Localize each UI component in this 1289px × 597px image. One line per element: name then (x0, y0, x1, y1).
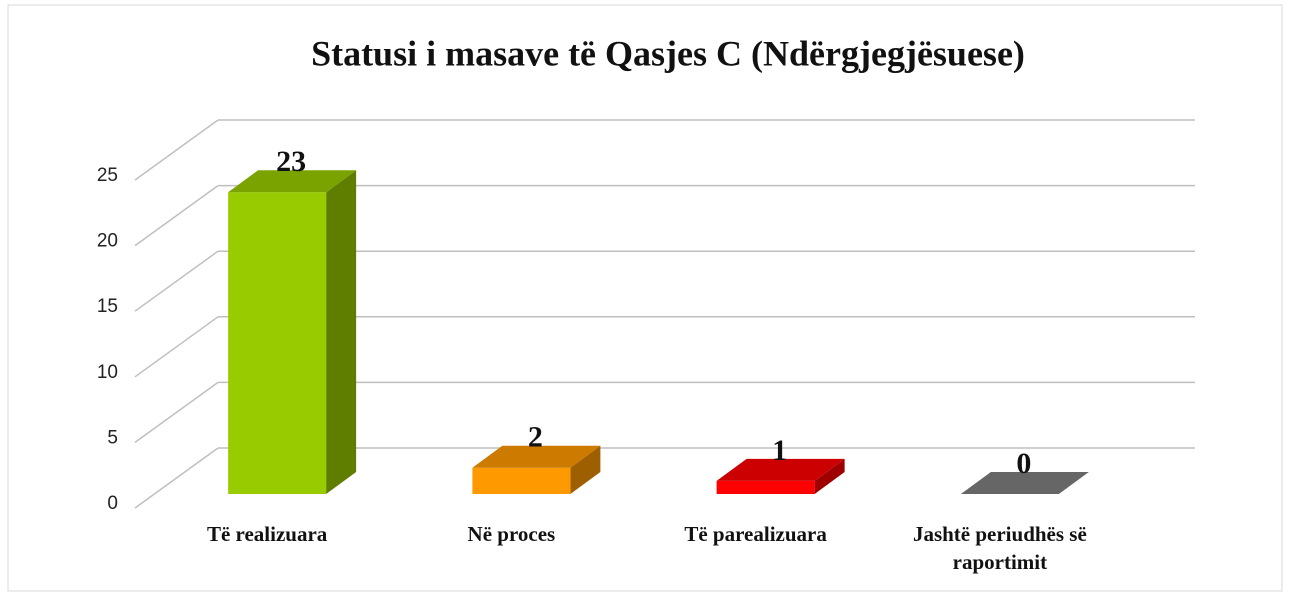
x-tick-label: Në proces (467, 522, 556, 546)
grid-line-side (134, 184, 219, 247)
bar-side (326, 170, 357, 495)
bar (228, 192, 327, 495)
y-tick-label: 20 (97, 231, 118, 252)
data-label: 2 (528, 421, 543, 454)
data-label: 1 (772, 434, 787, 467)
x-tick-label: Të parealizuara (684, 522, 827, 546)
chart-title: Statusi i masave të Qasjes C (Ndërgjegjë… (311, 33, 1025, 73)
chart-border (7, 4, 1283, 592)
bar-top (716, 458, 845, 481)
y-tick-label: 25 (97, 165, 118, 186)
grid-line-side (134, 381, 219, 444)
bar-top (228, 170, 357, 193)
y-tick-label: 10 (97, 362, 118, 383)
bar-side (570, 445, 601, 494)
bar (716, 480, 815, 494)
grid-line-side (134, 119, 219, 181)
x-tick-label: Jashtë periudhës së raportimit (912, 522, 1087, 574)
bar-top (472, 445, 601, 468)
data-label: 0 (1016, 447, 1031, 480)
bar (472, 467, 571, 494)
bar-side (814, 458, 845, 494)
y-tick-label: 0 (107, 493, 118, 514)
data-label: 23 (276, 145, 306, 178)
y-tick-label: 15 (97, 296, 118, 317)
y-tick-label: 5 (107, 427, 118, 448)
grid-line-side (134, 316, 219, 378)
grid-line-side (134, 447, 219, 509)
grid-line-side (134, 250, 219, 312)
x-tick-label: Të realizuara (206, 522, 328, 546)
bar-top (960, 472, 1089, 494)
